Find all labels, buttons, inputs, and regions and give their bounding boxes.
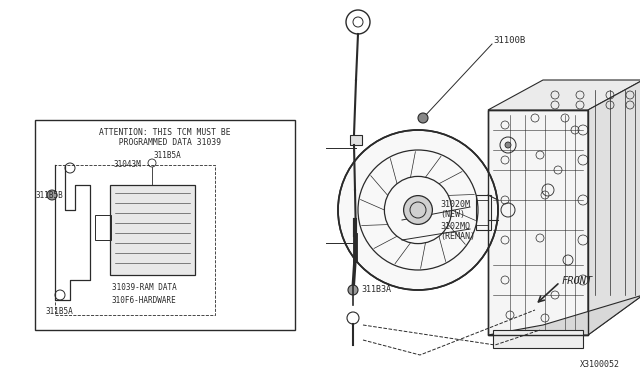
Text: 31043M: 31043M	[113, 160, 141, 169]
Text: (NEW): (NEW)	[440, 210, 465, 219]
Text: 31080: 31080	[262, 238, 289, 247]
Polygon shape	[488, 80, 640, 110]
Bar	[493, 330, 583, 348]
Text: 3102MQ: 3102MQ	[440, 222, 470, 231]
Circle shape	[404, 196, 433, 224]
Circle shape	[47, 190, 57, 200]
Polygon shape	[488, 295, 640, 335]
Circle shape	[338, 130, 498, 290]
Bar	[350, 135, 362, 145]
Text: X3100052: X3100052	[580, 360, 620, 369]
Circle shape	[505, 142, 511, 148]
Circle shape	[418, 113, 428, 123]
Bar	[488, 110, 588, 335]
Bar	[110, 185, 195, 275]
Bar	[95, 215, 111, 240]
Bar	[35, 120, 295, 330]
Circle shape	[348, 285, 358, 295]
Text: 311B3A: 311B3A	[361, 285, 391, 294]
Text: FRONT: FRONT	[562, 276, 593, 286]
Text: 311B5B: 311B5B	[35, 191, 63, 200]
Text: (REMAN): (REMAN)	[440, 232, 475, 241]
Text: 31039-RAM DATA: 31039-RAM DATA	[112, 283, 177, 292]
Bar	[488, 110, 588, 335]
Text: 310F6-HARDWARE: 310F6-HARDWARE	[112, 296, 177, 305]
Text: 31020M: 31020M	[440, 200, 470, 209]
Polygon shape	[588, 80, 640, 335]
Text: 31086: 31086	[262, 143, 289, 152]
Text: 31084: 31084	[262, 313, 289, 322]
Text: 311B5A: 311B5A	[45, 307, 73, 316]
Bar	[476, 195, 491, 230]
Text: ATTENTION: THIS TCM MUST BE
  PROGRAMMED DATA 31039: ATTENTION: THIS TCM MUST BE PROGRAMMED D…	[99, 128, 231, 147]
Text: 311B5A: 311B5A	[153, 151, 180, 160]
Text: 31100B: 31100B	[493, 36, 525, 45]
